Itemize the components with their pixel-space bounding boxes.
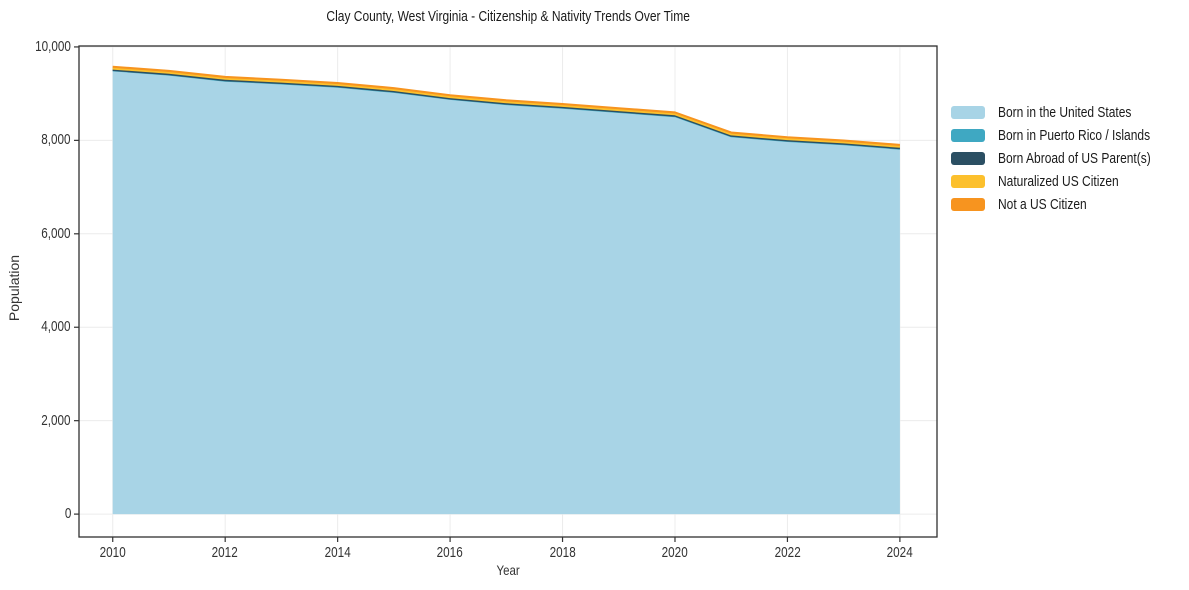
x-tick-label-text: 2018 <box>549 544 576 561</box>
legend-swatch-born-abroad-of-us-parent-s <box>951 152 985 165</box>
legend-label: Not a US Citizen <box>998 196 1109 213</box>
x-tick-label: 2014 <box>303 544 373 561</box>
legend-item-born-in-the-united-states[interactable]: Born in the United States <box>951 101 1189 124</box>
line-naturalized-us-citizen <box>112 67 900 148</box>
y-tick-label: 0 <box>1 505 71 522</box>
x-tick-label-text: 2016 <box>437 544 464 561</box>
y-tick-label-text: 4,000 <box>41 318 71 336</box>
legend-label-text: Not a US Citizen <box>998 196 1087 213</box>
legend-item-born-in-puerto-rico-islands[interactable]: Born in Puerto Rico / Islands <box>951 124 1189 147</box>
x-tick-label-text: 2022 <box>774 544 801 561</box>
y-tick-label: 10,000 <box>1 38 71 55</box>
x-tick-label-text: 2024 <box>886 544 913 561</box>
legend-item-naturalized-us-citizen[interactable]: Naturalized US Citizen <box>951 170 1189 193</box>
legend-item-born-abroad-of-us-parent-s[interactable]: Born Abroad of US Parent(s) <box>951 147 1189 170</box>
legend-label-text: Naturalized US Citizen <box>998 173 1119 190</box>
legend-item-not-a-us-citizen[interactable]: Not a US Citizen <box>951 193 1189 216</box>
x-tick-label-text: 2020 <box>661 544 689 561</box>
y-tick-label: 2,000 <box>1 412 71 429</box>
y-tick-label-text: 10,000 <box>35 37 71 55</box>
plot-border <box>78 45 938 538</box>
y-tick-label: 6,000 <box>1 225 71 242</box>
legend-swatch-naturalized-us-citizen <box>951 175 985 188</box>
legend-label-text: Born Abroad of US Parent(s) <box>998 150 1151 167</box>
legend-label-text: Born in Puerto Rico / Islands <box>998 127 1151 144</box>
legend-label: Born in the United States <box>998 104 1165 121</box>
x-tick-label: 2022 <box>752 544 822 561</box>
x-tick-label: 2010 <box>78 544 148 561</box>
line-not-a-us-citizen <box>112 65 900 146</box>
legend-swatch-born-in-puerto-rico-islands <box>951 129 985 142</box>
y-tick-label: 8,000 <box>1 131 71 148</box>
legend-label-text: Born in the United States <box>998 104 1132 121</box>
x-tick-label: 2016 <box>415 544 485 561</box>
y-tick-label-text: 0 <box>64 505 71 523</box>
chart-title: Clay County, West Virginia - Citizenship… <box>0 8 1016 25</box>
chart-title-text: Clay County, West Virginia - Citizenship… <box>326 8 690 25</box>
legend-label: Naturalized US Citizen <box>998 173 1149 190</box>
y-tick-label: 4,000 <box>1 318 71 335</box>
x-tick-label: 2020 <box>640 544 710 561</box>
x-tick-label-text: 2014 <box>324 544 351 561</box>
legend-swatch-born-in-the-united-states <box>951 106 985 119</box>
y-tick-label-text: 8,000 <box>41 131 71 149</box>
legend-swatch-not-a-us-citizen <box>951 198 985 211</box>
area-born-in-the-united-states <box>112 70 900 515</box>
x-tick-label: 2024 <box>865 544 935 561</box>
x-tick-label-text: 2012 <box>212 544 239 561</box>
x-tick-label: 2012 <box>190 544 260 561</box>
y-tick-label-text: 6,000 <box>41 224 71 242</box>
x-tick-label: 2018 <box>528 544 598 561</box>
y-axis-label: Population <box>6 254 22 322</box>
legend-label: Born in Puerto Rico / Islands <box>998 127 1188 144</box>
x-tick-label-text: 2010 <box>99 544 126 561</box>
y-tick-label-text: 2,000 <box>41 411 71 429</box>
x-axis-label: Year <box>496 562 520 578</box>
legend-label: Born Abroad of US Parent(s) <box>998 150 1189 167</box>
legend: Born in the United States Born in Puerto … <box>951 101 1189 216</box>
line-born-abroad-of-us-parent-s <box>112 69 900 150</box>
